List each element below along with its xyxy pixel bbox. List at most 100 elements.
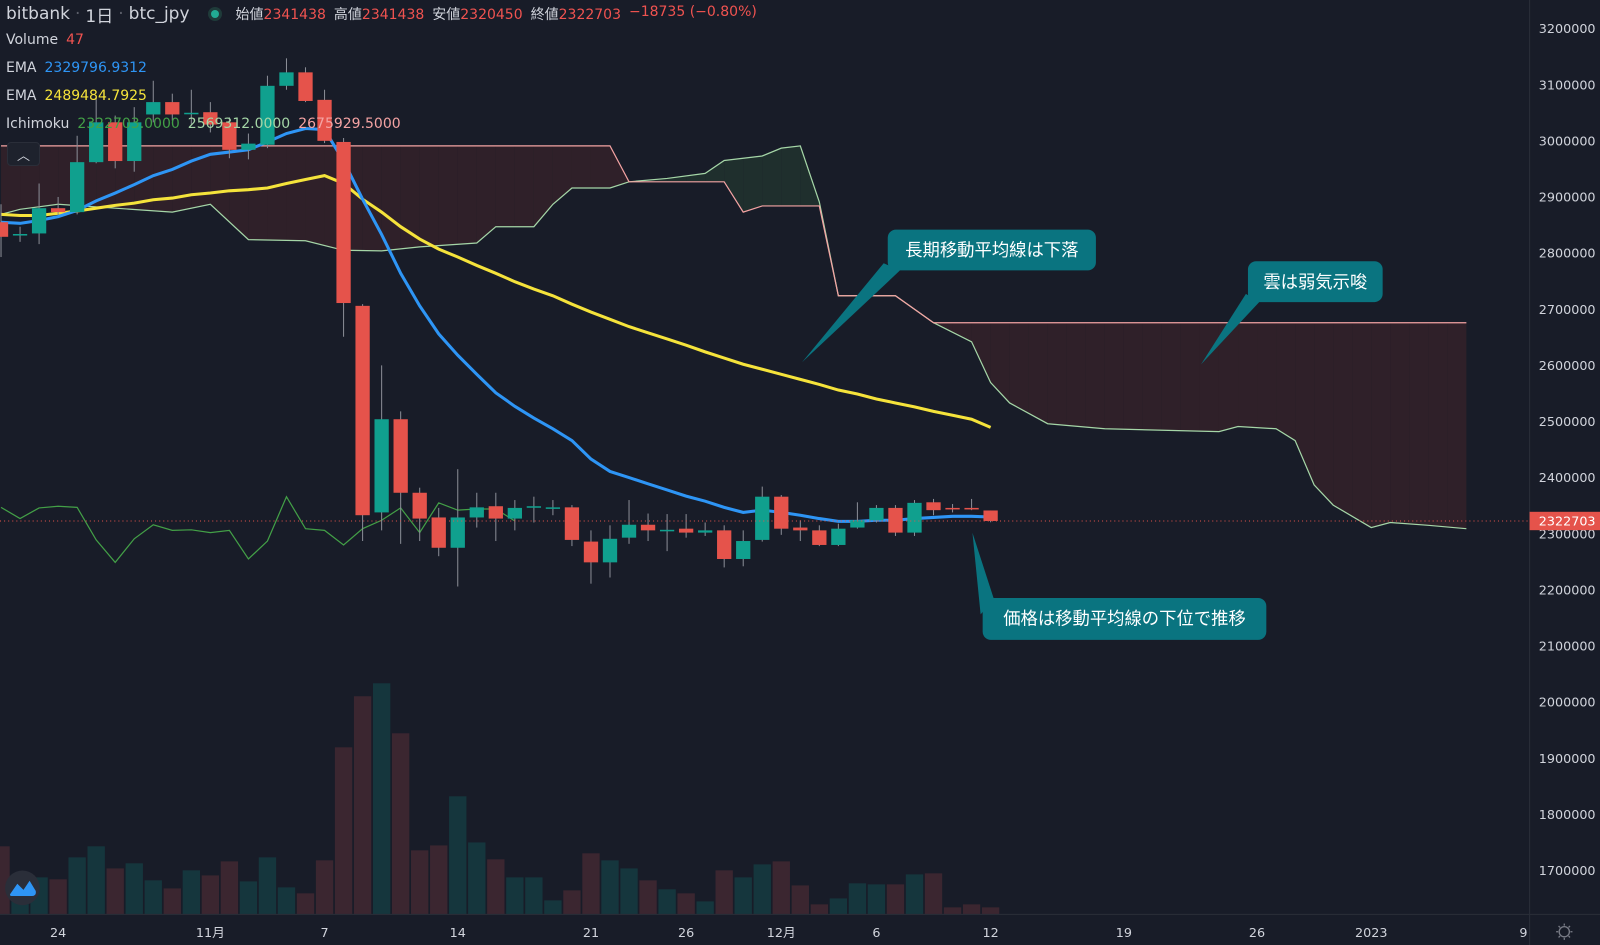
volume-bar [544,900,562,915]
cloud-segment [990,322,1010,403]
candle [12,226,28,242]
legend-label: Ichimoku [6,116,70,132]
cloud-segment [552,145,572,205]
ema-short-line [0,126,991,523]
volume-bar [372,683,391,915]
cloud-segment [762,148,782,206]
volume-bar [239,881,258,915]
cloud-segment [1066,322,1086,428]
callout-pointer [1201,293,1260,365]
candle-body [50,208,66,213]
cloud-segment [267,145,287,241]
candle [165,93,180,121]
cloud-segment [438,145,458,246]
volume-bar [943,907,962,915]
candle [640,513,656,542]
price-axis[interactable]: 3200000 3100000 3000000 2900000 2800000 27000… [1539,22,1596,879]
legend-label: EMA [6,88,37,104]
last-price-box [1529,511,1600,531]
cloud-segment [1409,322,1429,526]
candle-body [945,507,960,510]
legend-ema-short[interactable]: EMA 2329796.9312 [6,60,147,76]
volume-bar [201,875,220,915]
candle [526,496,542,523]
cloud-segment [743,155,763,213]
cloud-segment [1447,322,1467,529]
cloud-segment [400,145,420,249]
cloud-segment [153,145,173,213]
price-tick-label: 2100000 [1539,640,1596,655]
candle-body [222,122,237,150]
candle [964,498,979,511]
annotation-cloud-bearish[interactable]: 雲は弱気示唆 [1201,261,1383,365]
cloud-segment [419,145,439,247]
cloud-segment [362,145,382,251]
candle-body [831,528,846,545]
candle [488,492,503,542]
annotation-ma-falling[interactable]: 長期移動平均線は下落 [802,229,1096,363]
exchange-name[interactable]: bitbank [6,4,71,24]
market-status-icon [207,7,222,21]
candle-body [793,527,808,531]
volume-bar [715,870,733,915]
cloud-segment [286,145,306,241]
volume-bar [905,874,924,915]
ohlc-values: 始値2341438 高値2341438 安値2320450 終値2322703 … [236,4,757,24]
price-tick-label: 1800000 [1539,808,1596,823]
symbol-header: bitbank · 1日 · btc_jpy 始値2341438 高値23414… [6,2,757,27]
candle [659,514,675,552]
candle [678,514,694,538]
candle [31,183,47,245]
candle [945,503,960,513]
ema-long-line [0,174,992,429]
candle [793,520,808,542]
legend-ema-long[interactable]: EMA 2489484.7925 [6,88,147,104]
candle [412,487,427,542]
candle-body [717,530,732,559]
interval[interactable]: 1日 [85,6,114,27]
volume-bar [810,904,829,915]
legend-label: EMA [6,60,37,76]
candle-body [279,72,294,86]
volume-bar [87,846,105,915]
tradingview-logo-icon[interactable] [5,870,40,906]
candle [983,510,998,523]
legend-volume[interactable]: Volume 47 [6,32,84,48]
candle-body [507,507,522,519]
annotation-price-below-ma[interactable]: 価格は移動平均線の下位で推移 [972,532,1267,640]
legend-ichimoku[interactable]: Ichimoku 2322703.0000 2569312.0000 26759… [6,116,401,132]
candle-body [907,502,922,533]
candle [888,505,903,536]
cloud-segment [248,145,268,240]
candle [621,500,637,544]
time-axis[interactable]: 24 11月 7 14 21 26 12月 6 12 19 26 2023 9 [50,926,1528,941]
cloud-segment [1352,322,1372,528]
candle [602,525,618,578]
cloud-segment [305,145,325,246]
volume-bar [563,890,581,915]
cloud-segment [1314,322,1334,506]
callout-pointer [972,532,994,615]
cloud-segment [1161,322,1181,431]
candle [869,505,884,523]
candle-body [355,305,370,516]
volume-bar [582,853,600,915]
cloud-segment [1104,322,1124,430]
cloud-segment [1238,322,1258,428]
volume-bar [296,893,315,915]
candle-body [393,419,408,493]
candle [926,498,941,516]
candle-body [812,530,827,545]
candle-body [450,517,465,548]
date-tick-label: 12月 [767,926,796,941]
collapse-legend-button[interactable]: ︿ [7,142,40,166]
settings-gear-icon[interactable] [1556,923,1573,940]
price-tick-label: 3200000 [1539,22,1596,37]
volume-bar [734,877,752,915]
cloud-segment [781,145,801,206]
separator: · [118,4,124,24]
date-tick-label: 14 [450,926,466,941]
candle [108,115,123,169]
symbol-name[interactable]: btc_jpy [128,4,190,24]
